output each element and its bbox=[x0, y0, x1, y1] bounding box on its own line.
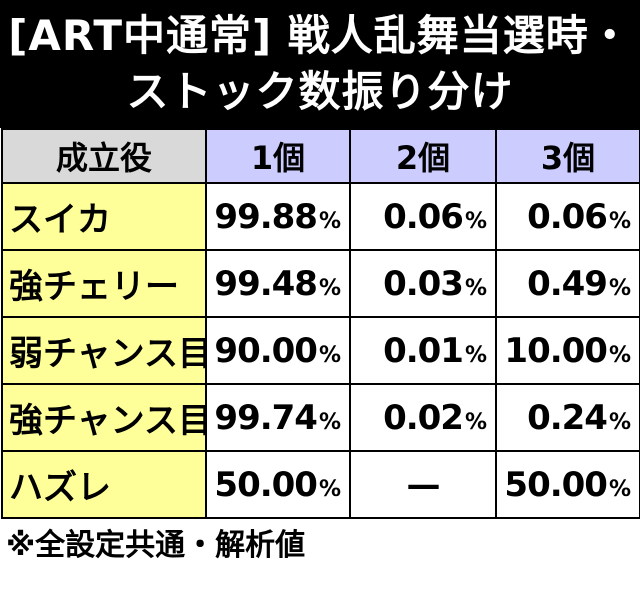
value-cell: 10.00% bbox=[495, 316, 640, 385]
value-cell: 90.00% bbox=[205, 316, 351, 385]
percent-sign: % bbox=[608, 275, 631, 301]
percent-sign: % bbox=[464, 409, 487, 435]
header-count-2: 2個 bbox=[349, 128, 497, 184]
value-cell: 99.48% bbox=[205, 249, 351, 318]
value-number: 0.03 bbox=[383, 263, 464, 304]
value-number: 0.24 bbox=[527, 397, 608, 438]
value-number: 0.01 bbox=[383, 330, 464, 371]
value-cell: 0.24% bbox=[495, 383, 640, 452]
row-role: 強チャンス目 bbox=[1, 383, 212, 452]
percent-sign: % bbox=[318, 409, 341, 435]
row-role: スイカ bbox=[1, 182, 207, 251]
header-count-1: 1個 bbox=[205, 128, 351, 184]
title-line-2: ストック数振り分け bbox=[126, 67, 514, 116]
value-cell: 50.00% bbox=[495, 450, 640, 519]
value-number: 0.49 bbox=[527, 263, 608, 304]
value-cell: 0.06% bbox=[495, 182, 640, 251]
percent-sign: % bbox=[608, 208, 631, 234]
percent-sign: % bbox=[608, 342, 631, 368]
value-number: 99.74 bbox=[214, 397, 318, 438]
value-cell: 99.88% bbox=[205, 182, 351, 251]
header-count-3: 3個 bbox=[495, 128, 640, 184]
value-number: 50.00 bbox=[504, 464, 608, 505]
value-number: 10.00 bbox=[504, 330, 608, 371]
value-cell: 99.74% bbox=[205, 383, 351, 452]
value-cell: 0.01% bbox=[349, 316, 497, 385]
title-line-1: [ART中通常] 戦人乱舞当選時・ bbox=[8, 11, 632, 60]
row-role: 強チェリー bbox=[1, 249, 207, 318]
row-role: ハズレ bbox=[1, 450, 207, 519]
header-role: 成立役 bbox=[1, 128, 207, 184]
table-row: 弱チャンス目 90.00% 0.01% 10.00% bbox=[1, 316, 640, 385]
table-row: 強チェリー 99.48% 0.03% 0.49% bbox=[1, 249, 640, 318]
percent-sign: % bbox=[464, 342, 487, 368]
percent-sign: % bbox=[608, 409, 631, 435]
value-cell: 50.00% bbox=[205, 450, 351, 519]
value-dash: — bbox=[406, 464, 441, 505]
table-row: ハズレ 50.00% — 50.00% bbox=[1, 450, 640, 519]
value-cell: 0.03% bbox=[349, 249, 497, 318]
percent-sign: % bbox=[318, 275, 341, 301]
table-header-row: 成立役 1個 2個 3個 bbox=[1, 128, 640, 184]
table-row: スイカ 99.88% 0.06% 0.06% bbox=[1, 182, 640, 251]
table-row: 強チャンス目 99.74% 0.02% 0.24% bbox=[1, 383, 640, 452]
value-number: 50.00 bbox=[214, 464, 318, 505]
percent-sign: % bbox=[464, 275, 487, 301]
page-title: [ART中通常] 戦人乱舞当選時・ ストック数振り分け bbox=[0, 0, 640, 128]
stock-distribution-table: 成立役 1個 2個 3個 スイカ 99.88% 0.06% 0.06% 強チェリ… bbox=[1, 128, 640, 519]
value-number: 0.02 bbox=[383, 397, 464, 438]
value-cell: 0.49% bbox=[495, 249, 640, 318]
value-number: 90.00 bbox=[214, 330, 318, 371]
value-number: 99.88 bbox=[214, 196, 318, 237]
value-cell: — bbox=[349, 450, 497, 519]
row-role: 弱チャンス目 bbox=[1, 316, 212, 385]
value-number: 0.06 bbox=[383, 196, 464, 237]
value-cell: 0.06% bbox=[349, 182, 497, 251]
percent-sign: % bbox=[318, 342, 341, 368]
percent-sign: % bbox=[464, 208, 487, 234]
footnote: ※全設定共通・解析値 bbox=[6, 528, 306, 563]
value-number: 0.06 bbox=[527, 196, 608, 237]
value-number: 99.48 bbox=[214, 263, 318, 304]
percent-sign: % bbox=[318, 208, 341, 234]
percent-sign: % bbox=[318, 476, 341, 502]
percent-sign: % bbox=[608, 476, 631, 502]
value-cell: 0.02% bbox=[349, 383, 497, 452]
